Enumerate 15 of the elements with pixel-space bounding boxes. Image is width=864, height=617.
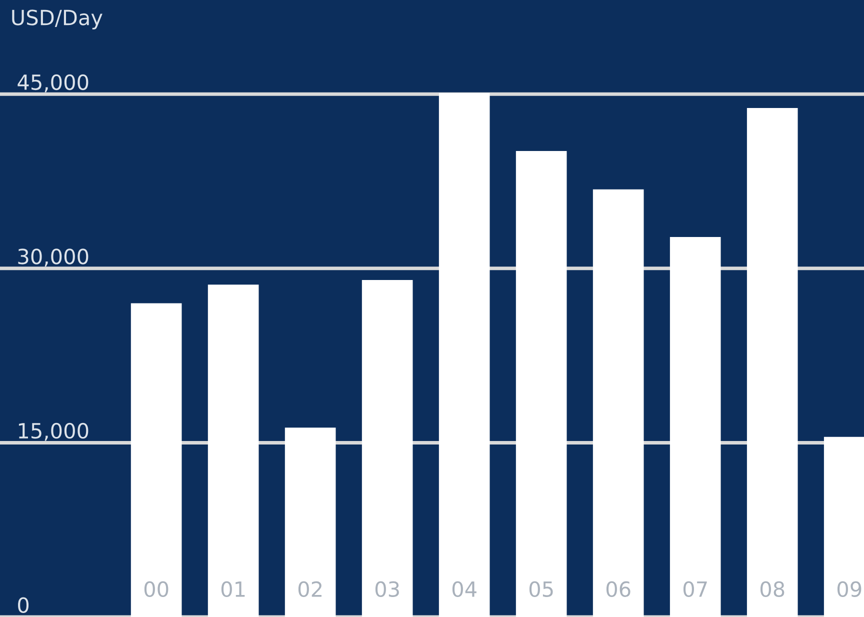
y-tick-label: 15,000 — [18, 422, 88, 441]
y-axis-title: USD/Day — [12, 10, 102, 30]
x-tick-label: 04 — [452, 581, 476, 598]
x-tick-label: 06 — [606, 581, 630, 598]
x-tick-label: 01 — [221, 581, 245, 598]
y-tick-label: 0 — [18, 597, 29, 613]
y-tick-label: 30,000 — [18, 248, 88, 266]
x-tick-label: 07 — [683, 581, 707, 598]
x-tick-label: 05 — [529, 581, 553, 598]
x-tick-label: 09 — [837, 581, 862, 598]
y-tick-label: 45,000 — [18, 74, 88, 92]
x-tick-label: 08 — [760, 581, 784, 598]
x-tick-label: 03 — [375, 581, 399, 598]
x-tick-label: 02 — [298, 581, 322, 598]
x-tick-label: 00 — [144, 581, 168, 598]
